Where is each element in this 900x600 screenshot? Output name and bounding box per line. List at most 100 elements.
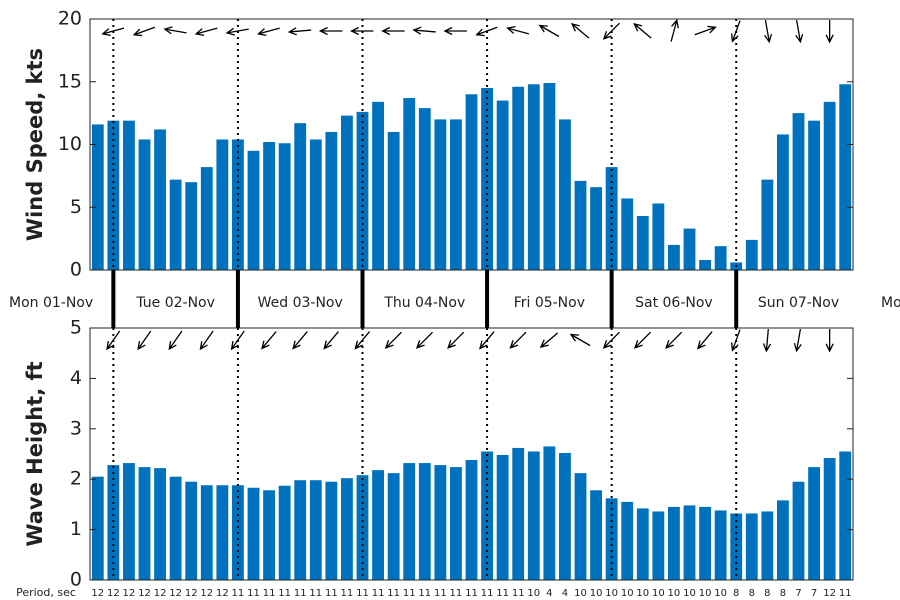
bar: [232, 139, 244, 270]
y-tick-label: 0: [70, 569, 82, 591]
direction-arrow: [137, 330, 152, 351]
period-value: 11: [496, 588, 509, 599]
bar: [247, 487, 260, 580]
bar: [418, 463, 431, 580]
bar: [574, 473, 587, 580]
period-value: 11: [387, 588, 400, 599]
bar: [792, 113, 805, 270]
period-value: 11: [512, 588, 525, 599]
bar: [512, 86, 525, 271]
period-value: 10: [652, 588, 665, 599]
y-tick-label: 0: [70, 259, 82, 281]
period-value: 11: [434, 588, 447, 599]
day-label: Sun 07-Nov: [758, 295, 839, 311]
bar: [699, 506, 711, 580]
direction-arrow: [764, 20, 773, 44]
direction-arrow: [412, 26, 436, 35]
bar: [465, 460, 478, 580]
period-value: 10: [683, 588, 696, 599]
direction-arrow: [697, 331, 713, 350]
bar: [403, 98, 416, 270]
bar: [714, 246, 727, 270]
day-label: Mon 08-Nov: [881, 295, 900, 311]
bar: [169, 476, 182, 580]
day-label: Sat 06-Nov: [635, 295, 713, 311]
direction-arrow: [633, 22, 652, 39]
bar: [154, 129, 166, 270]
period-value: 12: [185, 588, 198, 599]
bar: [590, 490, 602, 580]
direction-arrow: [793, 329, 802, 353]
period-value: 12: [823, 588, 836, 599]
bar: [668, 244, 680, 270]
direction-arrow: [538, 24, 560, 38]
direction-arrow: [479, 331, 495, 350]
y-axis-label: Wave Height, ft: [23, 361, 47, 546]
period-value: 8: [780, 588, 786, 599]
bar: [247, 150, 260, 270]
bar: [450, 467, 462, 580]
direction-arrow: [163, 26, 187, 35]
bar: [372, 101, 384, 270]
bar: [777, 134, 789, 270]
direction-arrow: [569, 333, 591, 347]
bar: [325, 131, 338, 270]
period-value: 8: [733, 588, 739, 599]
direction-arrow: [825, 20, 834, 44]
bar: [668, 506, 680, 580]
bar: [730, 513, 743, 580]
bar: [543, 83, 556, 270]
period-value: 12: [107, 588, 120, 599]
bar: [309, 480, 322, 580]
bar: [107, 120, 120, 270]
direction-arrow: [230, 330, 245, 351]
period-value: 11: [309, 588, 322, 599]
period-value: 11: [247, 588, 260, 599]
period-value: 11: [450, 588, 463, 599]
period-value: 10: [714, 588, 727, 599]
direction-arrow: [730, 329, 741, 352]
direction-arrow: [168, 330, 183, 351]
direction-arrow: [350, 26, 374, 36]
direction-arrow: [633, 331, 652, 349]
bar: [450, 119, 462, 271]
period-value: 11: [325, 588, 338, 599]
direction-arrow: [443, 26, 467, 36]
bar: [372, 470, 384, 580]
bar: [294, 123, 307, 270]
bar: [263, 141, 275, 270]
bar: [278, 485, 291, 580]
period-value: 10: [636, 588, 649, 599]
bar: [839, 451, 852, 580]
period-label: Period, sec: [16, 586, 76, 599]
bar: [574, 180, 587, 270]
direction-arrow: [730, 20, 741, 43]
bar: [216, 139, 229, 270]
period-value: 11: [481, 588, 494, 599]
bar: [138, 467, 151, 580]
direction-arrow: [447, 331, 465, 349]
bar: [154, 468, 166, 580]
bar: [123, 120, 135, 270]
period-value: 8: [749, 588, 755, 599]
bar: [418, 108, 431, 270]
bar: [839, 84, 852, 270]
plot-frame: [89, 327, 854, 581]
period-value: 10: [699, 588, 712, 599]
direction-arrow: [384, 331, 402, 349]
bar: [403, 463, 416, 580]
bar: [683, 505, 696, 580]
bar: [559, 119, 571, 271]
period-value: 11: [232, 588, 245, 599]
bar: [341, 115, 353, 270]
period-value: 11: [372, 588, 385, 599]
direction-arrow: [665, 331, 683, 349]
period-value: 12: [169, 588, 182, 599]
direction-arrow: [257, 27, 280, 36]
bar: [91, 124, 104, 270]
bar: [745, 239, 758, 270]
direction-arrow: [670, 18, 679, 42]
bar: [823, 101, 836, 270]
direction-arrow: [354, 331, 371, 350]
period-value: 8: [764, 588, 770, 599]
